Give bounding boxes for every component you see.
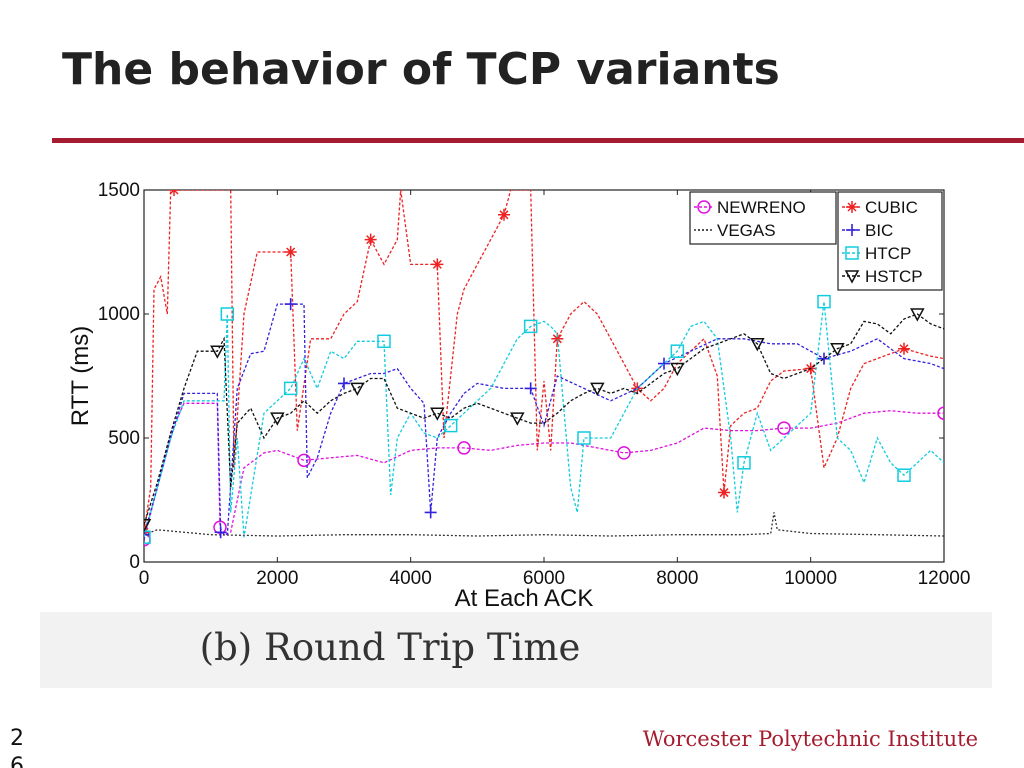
figure-caption: (b) Round Trip Time (199, 626, 581, 669)
data-point-hstcp (210, 345, 225, 359)
series-line-newreno (144, 402, 944, 540)
legend-label: NEWRENO (717, 198, 806, 217)
data-point-cubic (284, 246, 297, 258)
data-point-bic (144, 528, 150, 541)
data-point-htcp (144, 530, 151, 544)
data-point-cubic (431, 258, 444, 271)
legend-item-bic: BIC (842, 221, 893, 240)
series-line-cubic (144, 190, 944, 533)
series-hstcp (144, 308, 944, 533)
data-point-hstcp (430, 407, 445, 421)
plot-frame (143, 189, 945, 563)
legend-item-hstcp: HSTCP (842, 267, 923, 286)
legend-box-2 (837, 191, 943, 291)
x-tick-label: 12000 (918, 568, 971, 589)
series-htcp (144, 294, 944, 544)
legend-label: VEGAS (717, 221, 776, 240)
data-point-htcp (283, 381, 298, 396)
legend-marker-hstcp (844, 270, 860, 284)
data-point-htcp (443, 418, 458, 433)
series-line-bic (144, 303, 944, 536)
data-point-htcp (577, 431, 591, 445)
data-point-htcp (817, 294, 831, 309)
data-point-bic (214, 526, 227, 539)
legend-marker-htcp (845, 246, 859, 260)
legend-box-1 (689, 191, 837, 245)
x-tick-label: 2000 (256, 568, 298, 589)
legend-item-vegas: VEGAS (694, 221, 776, 240)
legend-label: BIC (865, 221, 893, 240)
series-group (144, 190, 944, 547)
data-point-cubic (498, 208, 510, 221)
data-point-hstcp (350, 382, 365, 396)
data-point-cubic (718, 486, 730, 499)
caption-band: (b) Round Trip Time (40, 612, 992, 688)
data-point-htcp (897, 468, 911, 482)
y-tick-label: 1500 (98, 180, 140, 201)
legend-label: HTCP (865, 244, 911, 263)
legend-marker-newreno (697, 200, 711, 214)
data-point-hstcp (510, 412, 525, 426)
data-point-htcp (377, 334, 391, 349)
data-point-newreno (457, 441, 471, 455)
data-point-newreno (297, 453, 311, 468)
data-point-newreno (617, 446, 631, 460)
data-point-hstcp (910, 308, 925, 322)
x-tick-label: 8000 (656, 568, 698, 589)
legend-marker-cubic (846, 201, 858, 213)
series-line-vegas (144, 512, 944, 537)
data-point-cubic (898, 342, 910, 355)
data-point-newreno (777, 421, 791, 435)
legend-label: HSTCP (865, 267, 923, 286)
series-line-hstcp (144, 313, 944, 525)
chart-legend: NEWRENO VEGAS CUBIC BIC HTCP HSTCP (689, 191, 943, 291)
data-point-hstcp (144, 519, 152, 533)
data-point-bic (818, 352, 830, 365)
y-axis-label: RTT (ms) (67, 326, 94, 426)
data-point-hstcp (270, 412, 285, 426)
data-point-hstcp (750, 338, 765, 352)
legend-item-newreno: NEWRENO (694, 198, 806, 217)
legend-item-cubic: CUBIC (842, 198, 918, 217)
y-tick-label: 1000 (98, 304, 140, 325)
data-point-hstcp (830, 342, 845, 357)
page-number: 26 (10, 726, 24, 768)
x-tick-label: 6000 (523, 568, 565, 589)
data-point-bic (658, 357, 670, 370)
data-point-htcp (670, 344, 685, 358)
data-point-hstcp (670, 362, 685, 377)
x-axis-label: At Each ACK (455, 585, 594, 612)
y-tick-label: 0 (129, 552, 140, 573)
series-vegas (144, 512, 944, 537)
data-point-newreno (937, 406, 944, 420)
rtt-line-chart: 0 2000 4000 6000 8000 10000 12000 0 500 1000 1500 A… (67, 180, 971, 612)
legend-item-htcp: HTCP (842, 244, 911, 263)
footer-institution: Worcester Polytechnic Institute (642, 727, 978, 751)
legend-marker-bic (846, 224, 858, 236)
title-divider (52, 138, 1024, 143)
data-point-cubic (364, 233, 377, 246)
data-point-htcp (523, 319, 538, 334)
legend-label: CUBIC (865, 198, 918, 217)
x-tick-label: 4000 (390, 568, 432, 589)
data-point-bic (284, 298, 297, 311)
data-point-htcp (737, 456, 751, 470)
data-point-htcp (220, 307, 235, 321)
series-bic (144, 298, 944, 541)
data-point-cubic (551, 332, 564, 345)
data-point-bic (524, 382, 537, 395)
x-tick-label: 0 (139, 568, 150, 589)
x-tick-label: 10000 (784, 568, 837, 589)
slide-title: The behavior of TCP variants (62, 44, 780, 95)
series-line-htcp (144, 301, 944, 538)
data-point-bic (424, 506, 437, 519)
data-point-hstcp (590, 382, 605, 396)
data-point-bic (338, 377, 350, 390)
y-tick-label: 500 (108, 428, 140, 449)
